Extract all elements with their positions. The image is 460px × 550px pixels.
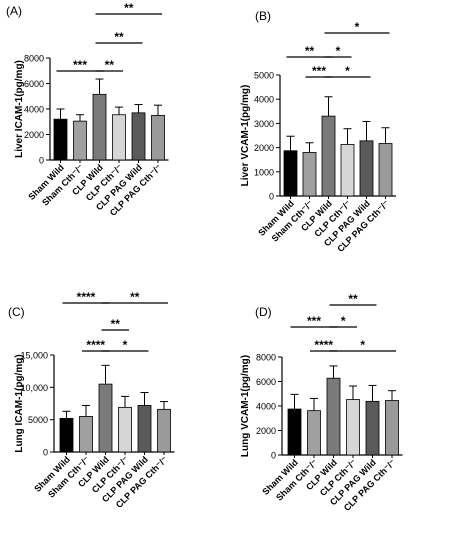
y-axis-label: Liver VCAM-1(pg/mg) bbox=[240, 85, 251, 187]
y-tick-label: 2000 bbox=[24, 130, 44, 140]
significance-label: ** bbox=[130, 290, 140, 304]
bar bbox=[79, 416, 93, 453]
y-tick-label: 0 bbox=[269, 192, 274, 202]
y-tick-label: 10,000 bbox=[20, 383, 48, 393]
significance-label: **** bbox=[86, 338, 105, 352]
significance-label: **** bbox=[77, 290, 96, 304]
y-tick-label: 4000 bbox=[24, 105, 44, 115]
significance-label: ** bbox=[111, 317, 121, 331]
y-tick-label: 2000 bbox=[256, 426, 276, 436]
y-tick-label: 6000 bbox=[24, 79, 44, 89]
bar bbox=[340, 144, 355, 197]
y-tick-label: 8000 bbox=[24, 54, 44, 64]
bar bbox=[98, 383, 113, 453]
bar bbox=[53, 118, 68, 161]
bar bbox=[287, 408, 302, 456]
significance-label: * bbox=[336, 44, 341, 58]
significance-label: **** bbox=[314, 338, 333, 352]
bar bbox=[326, 377, 341, 456]
y-tick-label: 8000 bbox=[256, 353, 276, 363]
significance-label: * bbox=[341, 314, 346, 328]
significance-label: ** bbox=[348, 292, 358, 306]
chart-panel-2: (B) Liver VCAM-1(pg/mg) 0 1000 2000 3000 4000 5… bbox=[240, 9, 396, 254]
bar bbox=[385, 400, 399, 456]
significance-label: * bbox=[360, 338, 365, 352]
bar bbox=[131, 112, 146, 161]
chart-panel-4: (D)Lung VCAM-1(pg/mg) 02000400060008000Sh… bbox=[240, 292, 403, 513]
significance-label: *** bbox=[312, 64, 326, 78]
bar bbox=[112, 114, 126, 161]
bar bbox=[283, 150, 298, 197]
y-tick-label: 0 bbox=[271, 451, 276, 461]
y-tick-label: 3000 bbox=[254, 119, 274, 129]
chart-panel-3: (C)Lung ICAM-1(pg/mg) 0500010,00015,000Sh… bbox=[8, 290, 175, 510]
y-tick-label: 4000 bbox=[256, 402, 276, 412]
significance-label: * bbox=[123, 338, 128, 352]
significance-label: * bbox=[345, 64, 350, 78]
significance-label: *** bbox=[307, 314, 321, 328]
significance-label: ** bbox=[305, 44, 315, 58]
bar bbox=[302, 152, 317, 197]
panel-label: (C) bbox=[8, 305, 25, 319]
chart-panel-1: (A)Liver ICAM-1(pg/mg)02000400060008000S… bbox=[6, 1, 169, 218]
bar bbox=[346, 399, 360, 456]
bar bbox=[59, 417, 74, 453]
bar bbox=[92, 93, 107, 161]
y-tick-label: 5000 bbox=[28, 415, 48, 425]
y-axis-label: Lung ICAM-1(pg/mg) bbox=[14, 354, 25, 452]
panel-label: (B) bbox=[255, 9, 271, 23]
y-tick-label: 6000 bbox=[256, 377, 276, 387]
y-axis-label: Liver ICAM-1(pg/mg) bbox=[14, 60, 25, 158]
y-axis-label: Lung VCAM-1(pg/mg) bbox=[240, 355, 251, 457]
y-tick-label: 2000 bbox=[254, 143, 274, 153]
y-tick-label: 4000 bbox=[254, 95, 274, 105]
bar bbox=[151, 114, 165, 161]
significance-label: ** bbox=[124, 1, 134, 15]
y-tick-label: 5000 bbox=[254, 71, 274, 81]
significance-label: ** bbox=[114, 30, 124, 44]
bar bbox=[73, 120, 87, 161]
panel-label: (A) bbox=[6, 4, 22, 18]
significance-label: ** bbox=[105, 58, 115, 72]
significance-label: * bbox=[355, 20, 360, 34]
bar bbox=[118, 406, 132, 453]
bar bbox=[365, 400, 380, 456]
significance-label: *** bbox=[73, 58, 87, 72]
bar bbox=[321, 115, 336, 197]
panel-label: (D) bbox=[255, 305, 272, 319]
bar bbox=[359, 140, 374, 197]
bar bbox=[378, 143, 393, 197]
bar bbox=[137, 405, 152, 453]
bar bbox=[157, 408, 171, 453]
bar bbox=[307, 410, 321, 456]
y-tick-label: 0 bbox=[43, 448, 48, 458]
y-tick-label: 1000 bbox=[254, 167, 274, 177]
y-tick-label: 0 bbox=[39, 156, 44, 166]
y-tick-label: 15,000 bbox=[20, 351, 48, 361]
